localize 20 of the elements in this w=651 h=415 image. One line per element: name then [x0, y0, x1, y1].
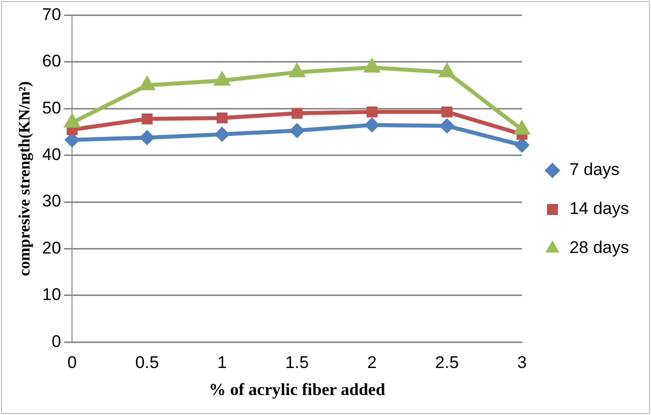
x-tick-label: 1 — [217, 353, 227, 372]
y-tick-label: 40 — [42, 145, 62, 164]
y-tick-label: 70 — [42, 4, 62, 24]
x-tick-label: 2.5 — [435, 353, 459, 372]
x-tick-label: 0.5 — [135, 353, 159, 372]
y-tick-label: 20 — [42, 238, 62, 258]
y-axis-title: compresive strength(KN/m²) — [16, 81, 34, 276]
x-tick-label: 2 — [367, 353, 377, 372]
y-tick-label: 0 — [52, 332, 62, 351]
y-tick-label: 50 — [42, 98, 62, 118]
legend-label: 14 days — [569, 199, 630, 218]
legend-label: 7 days — [569, 160, 620, 180]
x-axis-title: % of acrylic fiber added — [208, 380, 386, 400]
x-tick-label: 0 — [67, 353, 77, 372]
y-tick-label: 10 — [42, 285, 62, 304]
y-tick-label: 60 — [42, 52, 62, 71]
x-tick-label: 1.5 — [285, 353, 309, 372]
legend-label: 28 days — [569, 238, 630, 258]
x-tick-label: 3 — [517, 353, 527, 372]
y-tick-label: 30 — [42, 192, 62, 211]
